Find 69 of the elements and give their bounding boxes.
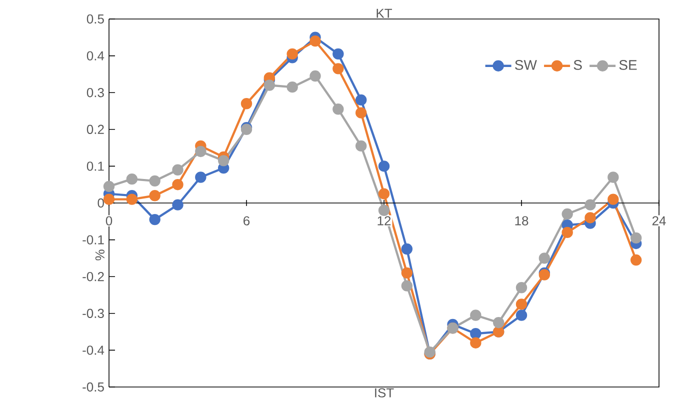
point: [332, 48, 344, 60]
x-tick-label: 0: [106, 216, 112, 226]
y-tick-label: 0.3: [86, 88, 104, 98]
point: [584, 212, 596, 224]
point: [218, 155, 230, 166]
point: [401, 267, 413, 279]
point: [516, 310, 528, 321]
point: [310, 70, 321, 82]
y-tick-label: 0.5: [86, 14, 104, 24]
point: [538, 252, 550, 264]
point: [470, 310, 482, 321]
y-tick-label: -0.5: [82, 382, 104, 392]
point: [195, 146, 206, 158]
point: [516, 298, 528, 310]
point: [126, 194, 138, 205]
y-tick-label: -0.2: [82, 272, 104, 282]
point: [401, 243, 413, 255]
point: [264, 80, 276, 91]
point: [195, 172, 206, 183]
point: [286, 81, 298, 93]
point: [240, 98, 252, 110]
legend-label: SW: [515, 60, 537, 70]
y-tick-label: -0.3: [82, 308, 104, 318]
point: [286, 48, 298, 60]
x-tick-label: 6: [244, 216, 250, 226]
point: [310, 35, 321, 47]
point: [630, 254, 642, 266]
point: [103, 194, 115, 205]
x-tick-label: 24: [652, 216, 666, 226]
y-tick-label: -0.4: [82, 346, 104, 355]
point: [378, 204, 390, 216]
point: [562, 208, 573, 220]
y-axis-title: %: [95, 250, 104, 260]
y-tick-label: -0.1: [82, 235, 104, 244]
point: [103, 180, 115, 192]
point: [355, 94, 367, 106]
point: [355, 140, 367, 152]
point: [149, 214, 160, 226]
point: [149, 175, 160, 187]
point: [608, 194, 619, 205]
point: [149, 190, 160, 202]
y-tick-label: 0: [98, 198, 104, 208]
x-tick-label: 18: [515, 216, 528, 226]
point: [608, 172, 619, 183]
point: [126, 173, 138, 185]
point: [172, 164, 184, 176]
legend-label: S: [574, 60, 582, 70]
point: [378, 188, 390, 200]
point: [332, 63, 344, 74]
y-tick-label: 0.2: [86, 124, 104, 134]
point: [584, 199, 596, 210]
y-tick-label: 0.1: [86, 162, 104, 171]
point: [172, 178, 184, 190]
x-axis-title: IST: [375, 388, 394, 398]
x-tick-label: 12: [378, 216, 391, 226]
legend-label: SE: [619, 60, 637, 70]
y-tick-label: 0.4: [86, 51, 104, 60]
point: [470, 337, 482, 348]
point: [172, 199, 184, 210]
point: [355, 107, 367, 118]
point: [401, 280, 413, 292]
point: [470, 328, 482, 340]
chart-title: KT: [376, 8, 392, 18]
point: [562, 226, 573, 238]
point: [516, 282, 528, 294]
point: [378, 160, 390, 172]
point: [630, 232, 642, 244]
point: [492, 317, 504, 328]
point: [332, 104, 344, 115]
